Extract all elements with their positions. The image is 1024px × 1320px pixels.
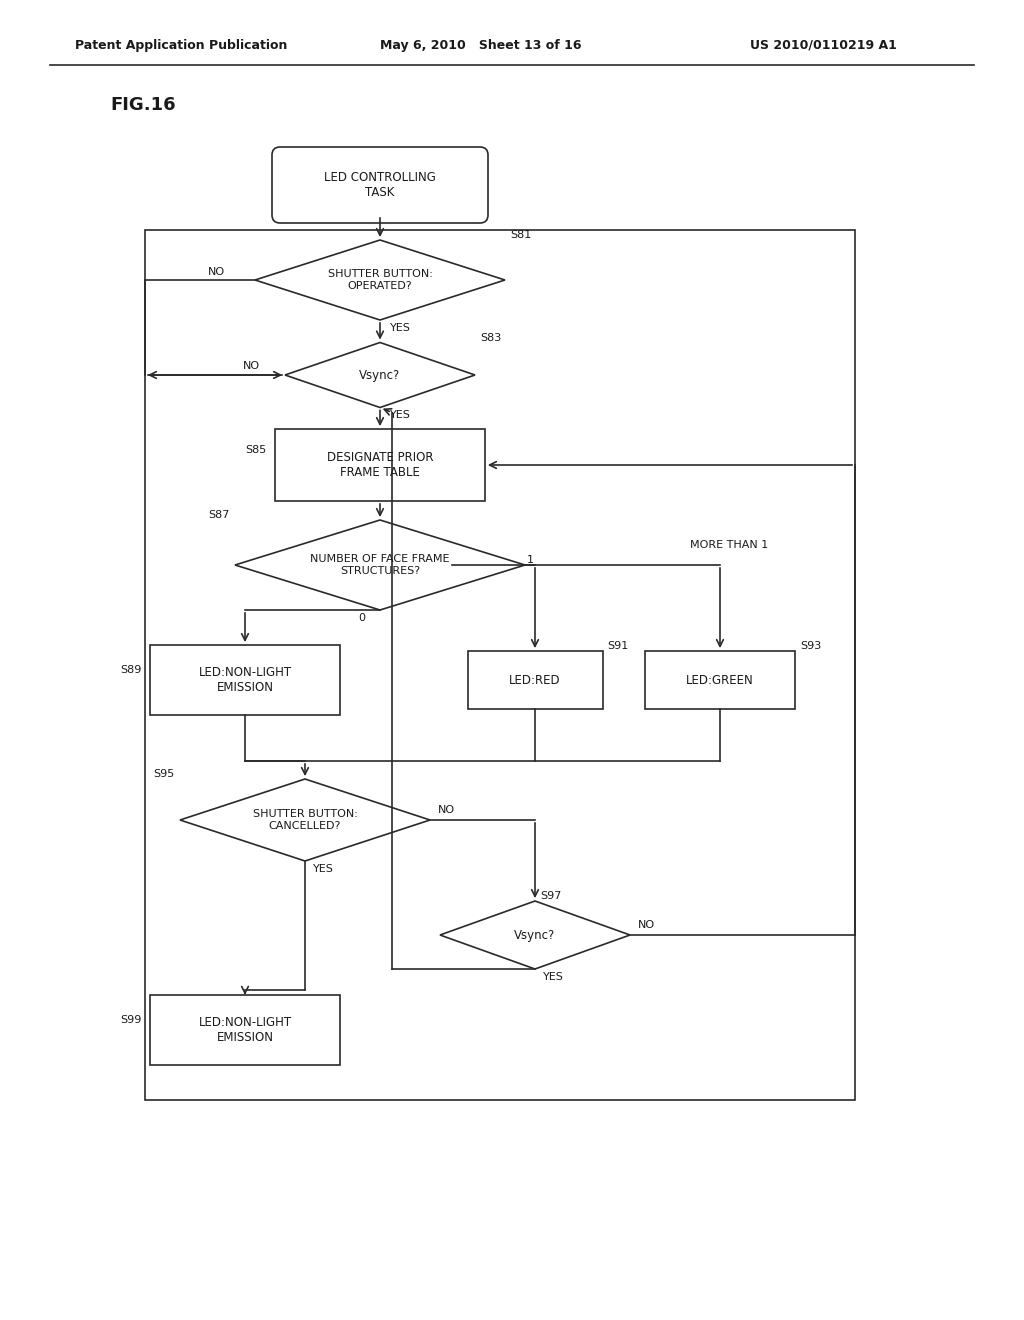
Bar: [150, 645, 340, 715]
Text: Vsync?: Vsync?: [359, 368, 400, 381]
Text: FIG.16: FIG.16: [110, 96, 176, 114]
Text: NO: NO: [638, 920, 655, 931]
Bar: [145, 230, 855, 1100]
Text: S89: S89: [121, 665, 142, 675]
Text: LED:NON-LIGHT
EMISSION: LED:NON-LIGHT EMISSION: [199, 667, 292, 694]
Text: S87: S87: [209, 510, 230, 520]
Text: S99: S99: [121, 1015, 142, 1026]
Bar: [150, 995, 340, 1065]
Text: NO: NO: [243, 360, 260, 371]
Polygon shape: [440, 902, 630, 969]
Bar: [468, 651, 602, 709]
Polygon shape: [180, 779, 430, 861]
Bar: [275, 429, 485, 502]
FancyBboxPatch shape: [272, 147, 488, 223]
Bar: [645, 651, 795, 709]
Text: S83: S83: [480, 333, 502, 342]
Text: SHUTTER BUTTON:
OPERATED?: SHUTTER BUTTON: OPERATED?: [328, 269, 432, 290]
Text: SHUTTER BUTTON:
CANCELLED?: SHUTTER BUTTON: CANCELLED?: [253, 809, 357, 830]
Text: Patent Application Publication: Patent Application Publication: [75, 38, 288, 51]
Text: 0: 0: [358, 612, 365, 623]
Text: LED CONTROLLING
TASK: LED CONTROLLING TASK: [324, 172, 436, 199]
Text: YES: YES: [313, 865, 334, 874]
Text: NO: NO: [208, 267, 225, 277]
Text: S97: S97: [540, 891, 561, 902]
Text: MORE THAN 1: MORE THAN 1: [690, 540, 768, 550]
Text: NO: NO: [438, 805, 455, 814]
Text: S85: S85: [246, 445, 267, 455]
Text: LED:GREEN: LED:GREEN: [686, 673, 754, 686]
Text: YES: YES: [543, 972, 564, 982]
Text: S93: S93: [800, 642, 821, 651]
Polygon shape: [255, 240, 505, 319]
Text: YES: YES: [390, 411, 411, 421]
Polygon shape: [285, 342, 475, 408]
Text: May 6, 2010   Sheet 13 of 16: May 6, 2010 Sheet 13 of 16: [380, 38, 582, 51]
Text: NUMBER OF FACE FRAME
STRUCTURES?: NUMBER OF FACE FRAME STRUCTURES?: [310, 554, 450, 576]
Text: DESIGNATE PRIOR
FRAME TABLE: DESIGNATE PRIOR FRAME TABLE: [327, 451, 433, 479]
Text: LED:NON-LIGHT
EMISSION: LED:NON-LIGHT EMISSION: [199, 1016, 292, 1044]
Text: 1: 1: [526, 554, 534, 565]
Text: US 2010/0110219 A1: US 2010/0110219 A1: [750, 38, 897, 51]
Text: LED:RED: LED:RED: [509, 673, 561, 686]
Text: S81: S81: [510, 230, 531, 240]
Text: S95: S95: [154, 770, 175, 779]
Text: Vsync?: Vsync?: [514, 928, 556, 941]
Polygon shape: [234, 520, 525, 610]
Text: YES: YES: [390, 323, 411, 333]
Text: S91: S91: [607, 642, 629, 651]
